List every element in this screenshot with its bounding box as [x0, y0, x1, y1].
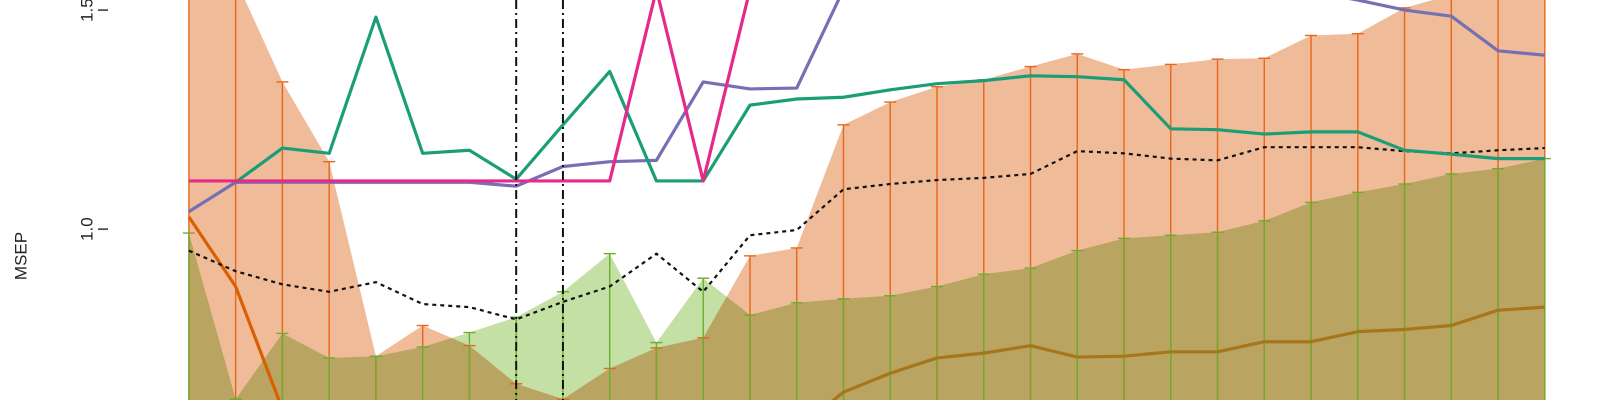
series-line: [188, 0, 750, 183]
series-line: [188, 146, 1545, 321]
y-tick-label: 1.0: [77, 217, 96, 241]
y-axis-label: MSEP: [11, 232, 30, 280]
y-tick-label: 1.5: [77, 0, 96, 22]
series-line: [187, 215, 281, 400]
series-line: [234, 15, 1545, 184]
series-line: [831, 305, 1545, 400]
band-area: [188, 158, 1545, 400]
